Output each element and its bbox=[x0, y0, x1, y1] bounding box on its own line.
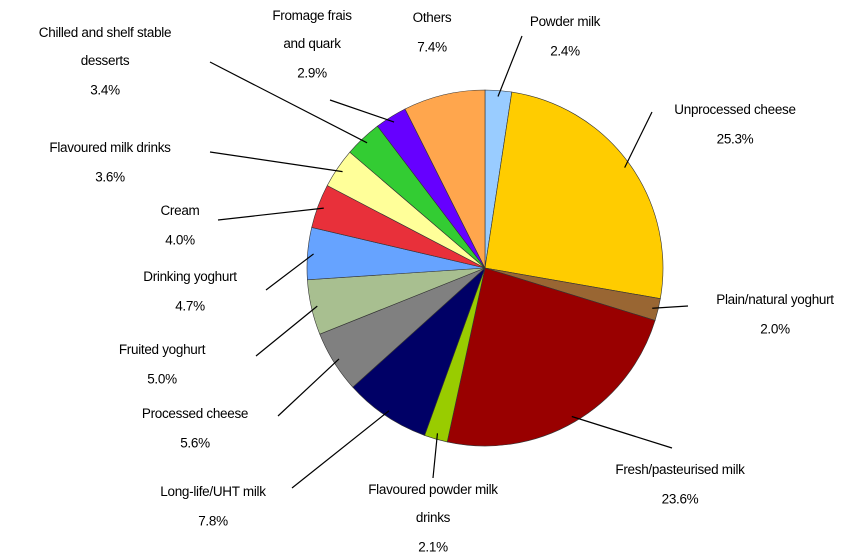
slice-label: Processed cheese bbox=[142, 406, 248, 421]
leader-line bbox=[209, 61, 368, 144]
pie-slice bbox=[484, 91, 664, 300]
slice-label: Flavoured milk drinks bbox=[49, 140, 171, 155]
leader-line bbox=[329, 99, 395, 123]
slice-label: Chilled and shelf stable desserts bbox=[39, 25, 171, 68]
value-label: 5.6% bbox=[180, 436, 210, 451]
value-label: 7.4% bbox=[417, 40, 447, 55]
value-label: 3.4% bbox=[90, 83, 120, 98]
value-label: 2.4% bbox=[550, 44, 580, 59]
value-label: 2.1% bbox=[418, 540, 448, 553]
slice-label: Powder milk bbox=[530, 14, 601, 29]
value-label: 2.9% bbox=[297, 66, 327, 81]
leader-line bbox=[291, 410, 390, 489]
pie-slice bbox=[404, 89, 486, 269]
value-label: 2.0% bbox=[760, 322, 790, 337]
slice-label: Cream bbox=[160, 203, 199, 218]
pie-slice bbox=[446, 267, 656, 447]
value-label: 4.0% bbox=[165, 233, 195, 248]
slice-label: Fromage frais and quark bbox=[272, 8, 352, 51]
slice-label: Fresh/pasteurised milk bbox=[615, 462, 745, 477]
value-label: 23.6% bbox=[662, 492, 699, 507]
leader-line bbox=[652, 305, 689, 309]
leader-line bbox=[209, 151, 343, 173]
leader-line bbox=[265, 253, 314, 291]
value-label: 5.0% bbox=[147, 372, 177, 387]
value-label: 3.6% bbox=[95, 170, 125, 185]
leader-line bbox=[571, 415, 673, 449]
leader-line bbox=[255, 305, 318, 357]
leader-line bbox=[277, 358, 340, 417]
slice-label: Long-life/UHT milk bbox=[160, 484, 266, 499]
value-label: 4.7% bbox=[175, 299, 205, 314]
slice-label: Fruited yoghurt bbox=[119, 342, 206, 357]
slice-label: Others bbox=[413, 10, 452, 25]
leader-line bbox=[497, 35, 523, 97]
slice-label: Drinking yoghurt bbox=[143, 269, 237, 284]
value-label: 25.3% bbox=[717, 132, 754, 147]
slice-label: Flavoured powder milk drinks bbox=[368, 482, 498, 525]
leader-line bbox=[217, 207, 324, 221]
value-label: 7.8% bbox=[198, 514, 228, 529]
slice-label: Plain/natural yoghurt bbox=[716, 292, 834, 307]
leader-line bbox=[624, 111, 653, 168]
slice-label: Unprocessed cheese bbox=[674, 102, 795, 117]
leader-line bbox=[432, 433, 439, 479]
